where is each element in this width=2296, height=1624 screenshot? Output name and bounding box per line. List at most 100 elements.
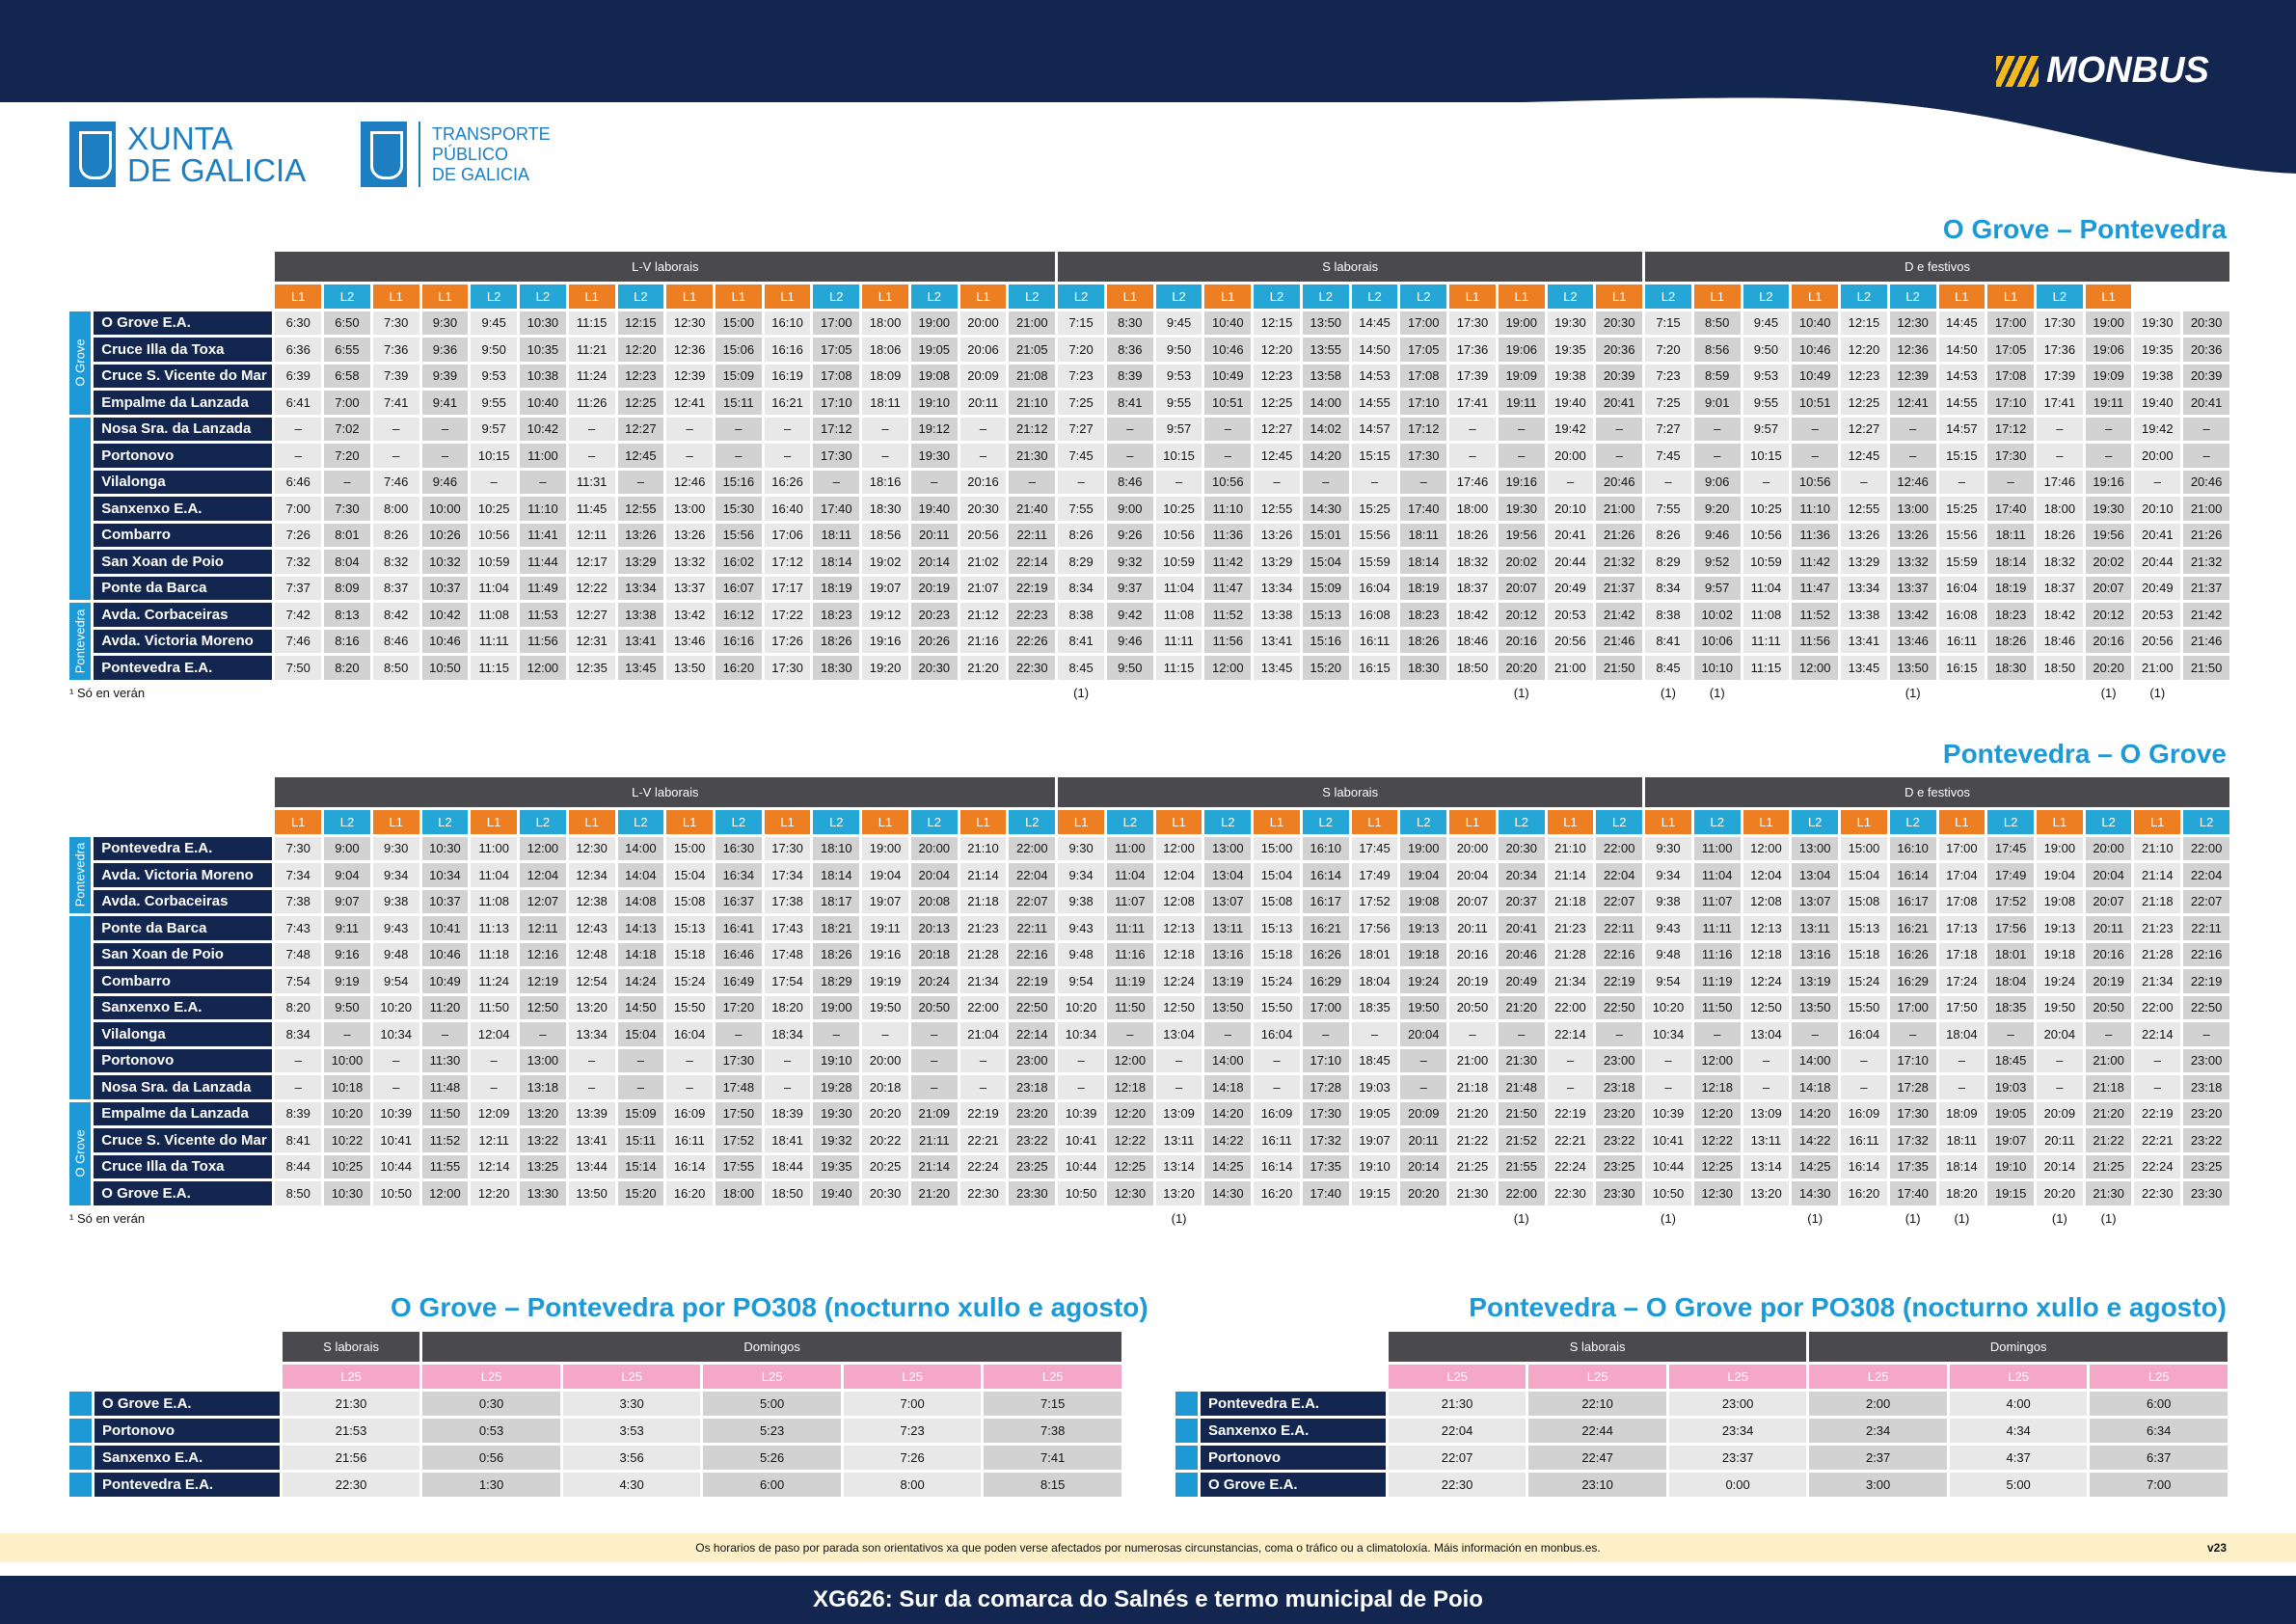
- zone-label-text: O Grove: [72, 338, 88, 387]
- departure-time: 14:45: [1351, 311, 1398, 335]
- stop-row: Cruce S. Vicente do Mar 8:41 10:22 10:41 11:…: [69, 1128, 2229, 1152]
- departure-time: 6:00: [2090, 1392, 2228, 1416]
- line-badge: L1: [2085, 284, 2132, 309]
- departure-time: 16:46: [715, 942, 762, 966]
- note-mark: [911, 683, 958, 704]
- departure-time: 12:55: [617, 497, 664, 521]
- departure-time: 13:41: [1841, 629, 1887, 653]
- stop-name: Pontevedra E.A.: [95, 1473, 280, 1497]
- departure-time: 15:08: [1841, 889, 1887, 913]
- departure-time: 12:46: [1889, 470, 1936, 494]
- departure-time: 9:30: [372, 836, 419, 860]
- departure-time: 10:34: [1058, 1022, 1104, 1046]
- departure-time: 23:34: [1668, 1419, 1807, 1443]
- departure-time: 11:10: [520, 497, 566, 521]
- departure-time: –: [275, 417, 322, 441]
- stop-marker: [1175, 1419, 1199, 1443]
- departure-time: 3:00: [1809, 1473, 1947, 1497]
- group-header-row: L-V laborais S laborais D e festivos: [69, 252, 2229, 282]
- departure-time: –: [1106, 1022, 1153, 1046]
- line-badge: L2: [1009, 810, 1056, 834]
- departure-time: 12:08: [1742, 889, 1790, 913]
- departure-time: 14:13: [617, 916, 664, 940]
- departure-time: 19:18: [1400, 942, 1447, 966]
- departure-time: 22:00: [1498, 1181, 1545, 1205]
- departure-time: 20:00: [959, 311, 1007, 335]
- departure-time: 7:32: [275, 550, 322, 574]
- note-mark: [1303, 1208, 1349, 1230]
- departure-time: 15:50: [1254, 995, 1300, 1019]
- departure-time: 19:05: [1351, 1101, 1398, 1125]
- departure-time: 7:25: [1645, 391, 1691, 415]
- departure-time: 22:14: [2134, 1022, 2181, 1046]
- line-badge: L25: [1668, 1365, 1807, 1389]
- departure-time: 10:51: [1204, 391, 1252, 415]
- departure-time: 14:00: [1204, 1048, 1252, 1072]
- stop-row: San Xoan de Poio 7:32 8:04 8:32 10:32 10:59 11…: [69, 550, 2229, 574]
- departure-time: –: [617, 1048, 664, 1072]
- departure-time: 19:56: [2085, 523, 2132, 547]
- departure-time: 17:56: [1351, 916, 1398, 940]
- departure-time: –: [1596, 444, 1643, 468]
- departure-time: 21:50: [1498, 1101, 1545, 1125]
- departure-time: 11:56: [520, 629, 566, 653]
- line-badge: L2: [1889, 284, 1936, 309]
- departure-time: 17:30: [2036, 311, 2083, 335]
- departure-time: 18:11: [1938, 1128, 1985, 1152]
- departure-time: 19:50: [1400, 995, 1447, 1019]
- line-badge: L2: [520, 284, 566, 309]
- departure-time: 21:28: [2134, 942, 2181, 966]
- stop-name: Combarro: [94, 523, 273, 547]
- departure-time: 7:00: [843, 1392, 982, 1416]
- departure-time: 21:50: [2183, 656, 2229, 680]
- departure-time: 8:46: [372, 629, 419, 653]
- departure-time: 19:00: [813, 995, 860, 1019]
- departure-time: 8:26: [372, 523, 419, 547]
- departure-time: 18:16: [862, 470, 908, 494]
- departure-time: 12:54: [568, 969, 615, 993]
- line-badge: L2: [1792, 810, 1839, 834]
- stop-row: Cruce Illa da Toxa 8:44 10:25 10:44 11:55 12:…: [69, 1154, 2229, 1178]
- departure-time: 20:02: [1498, 550, 1545, 574]
- departure-time: 7:41: [984, 1446, 1121, 1470]
- departure-time: 19:00: [910, 311, 958, 335]
- departure-time: –: [2036, 444, 2083, 468]
- departure-time: 7:00: [2090, 1473, 2228, 1497]
- departure-time: 21:34: [2134, 969, 2181, 993]
- departure-time: 13:16: [1792, 942, 1839, 966]
- departure-time: –: [1841, 470, 1887, 494]
- zone-label: O Grove: [69, 311, 92, 415]
- departure-time: 19:12: [910, 417, 958, 441]
- departure-time: 17:50: [1938, 995, 1985, 1019]
- departure-time: 21:20: [1449, 1101, 1496, 1125]
- departure-time: 13:11: [1155, 1128, 1202, 1152]
- departure-time: 20:16: [2085, 629, 2132, 653]
- departure-time: 15:06: [715, 338, 762, 362]
- departure-time: 13:29: [617, 550, 664, 574]
- note-mark: [1352, 683, 1398, 704]
- departure-time: 12:36: [1889, 338, 1936, 362]
- departure-time: 13:38: [1254, 603, 1300, 627]
- departure-time: 7:38: [984, 1419, 1121, 1443]
- departure-time: 16:34: [715, 863, 762, 887]
- departure-time: 9:46: [1106, 629, 1153, 653]
- departure-time: 12:22: [1693, 1128, 1741, 1152]
- line-badge: L25: [1949, 1365, 2088, 1389]
- departure-time: 7:27: [1645, 417, 1691, 441]
- departure-time: 9:57: [1155, 417, 1202, 441]
- departure-time: 23:00: [1596, 1048, 1643, 1072]
- departure-time: –: [1400, 470, 1447, 494]
- departure-time: –: [1351, 1022, 1398, 1046]
- departure-time: 23:25: [1596, 1154, 1643, 1178]
- departure-time: 19:12: [862, 603, 908, 627]
- departure-time: 20:12: [1498, 603, 1545, 627]
- departure-time: 9:37: [1106, 576, 1153, 600]
- departure-time: 21:32: [1596, 550, 1643, 574]
- departure-time: 12:04: [471, 1022, 518, 1046]
- line-badge: L1: [764, 810, 811, 834]
- departure-time: 9:52: [1693, 550, 1741, 574]
- departure-time: 12:39: [666, 364, 713, 388]
- note-mark: [813, 683, 859, 704]
- stop-name: Vilalonga: [94, 470, 273, 494]
- departure-time: 21:32: [2183, 550, 2229, 574]
